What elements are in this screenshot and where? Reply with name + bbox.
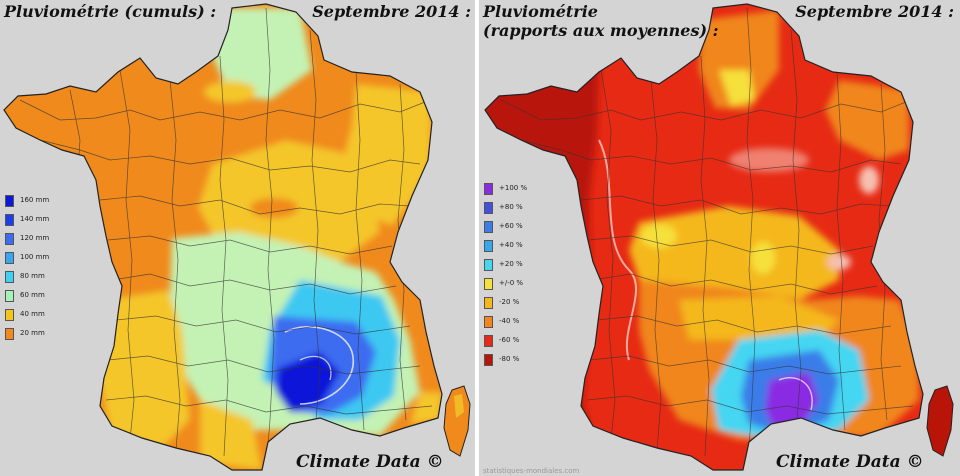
france-ratio-map xyxy=(484,3,954,471)
legend-item: +/-0 % xyxy=(484,278,554,291)
legend-item: -60 % xyxy=(484,335,554,348)
legend-item: +100 % xyxy=(484,183,554,196)
france-outline xyxy=(3,3,443,471)
right-map-date: Septembre 2014 : xyxy=(795,2,954,21)
left-credit: Climate Data © xyxy=(296,452,444,472)
department-boundaries xyxy=(500,7,914,470)
right-title-line2: (rapports aux moyennes) : xyxy=(483,21,719,40)
legend-item: 40 mm xyxy=(5,309,75,322)
left-map-date: Septembre 2014 : xyxy=(312,2,471,21)
corsica xyxy=(926,385,954,457)
source-footer: statistiques-mondiales.com xyxy=(483,467,580,475)
panel-divider xyxy=(475,0,479,476)
legend-item: 140 mm xyxy=(5,214,75,227)
legend-item: 100 mm xyxy=(5,252,75,265)
legend-item: +80 % xyxy=(484,202,554,215)
france-outline xyxy=(484,3,924,471)
france-rainfall-map xyxy=(3,3,471,471)
cumulative-legend: 160 mm 140 mm 120 mm 100 mm 80 mm 60 mm … xyxy=(5,195,77,355)
cumulative-rainfall-panel: Pluviométrie (cumuls) : Septembre 2014 :… xyxy=(0,0,475,476)
legend-item: 20 mm xyxy=(5,328,75,341)
legend-item: -80 % xyxy=(484,354,554,367)
legend-item: 120 mm xyxy=(5,233,75,246)
left-map-title: Pluviométrie (cumuls) : xyxy=(4,2,217,21)
rainfall-ratio-panel: Pluviométrie (rapports aux moyennes) : S… xyxy=(479,0,960,476)
legend-item: +60 % xyxy=(484,221,554,234)
legend-item: -40 % xyxy=(484,316,554,329)
legend-item: +40 % xyxy=(484,240,554,253)
right-map-title: Pluviométrie (rapports aux moyennes) : xyxy=(483,2,719,40)
legend-item: +20 % xyxy=(484,259,554,272)
legend-item: -20 % xyxy=(484,297,554,310)
right-title-line1: Pluviométrie xyxy=(483,2,598,21)
corsica xyxy=(443,385,471,457)
department-boundaries xyxy=(19,7,433,470)
ratio-legend: +100 % +80 % +60 % +40 % +20 % +/-0 % -2… xyxy=(484,183,556,383)
legend-item: 60 mm xyxy=(5,290,75,303)
right-credit: Climate Data © xyxy=(776,452,924,472)
legend-item: 80 mm xyxy=(5,271,75,284)
rainfall-color-field xyxy=(4,4,442,470)
legend-item: 160 mm xyxy=(5,195,75,208)
